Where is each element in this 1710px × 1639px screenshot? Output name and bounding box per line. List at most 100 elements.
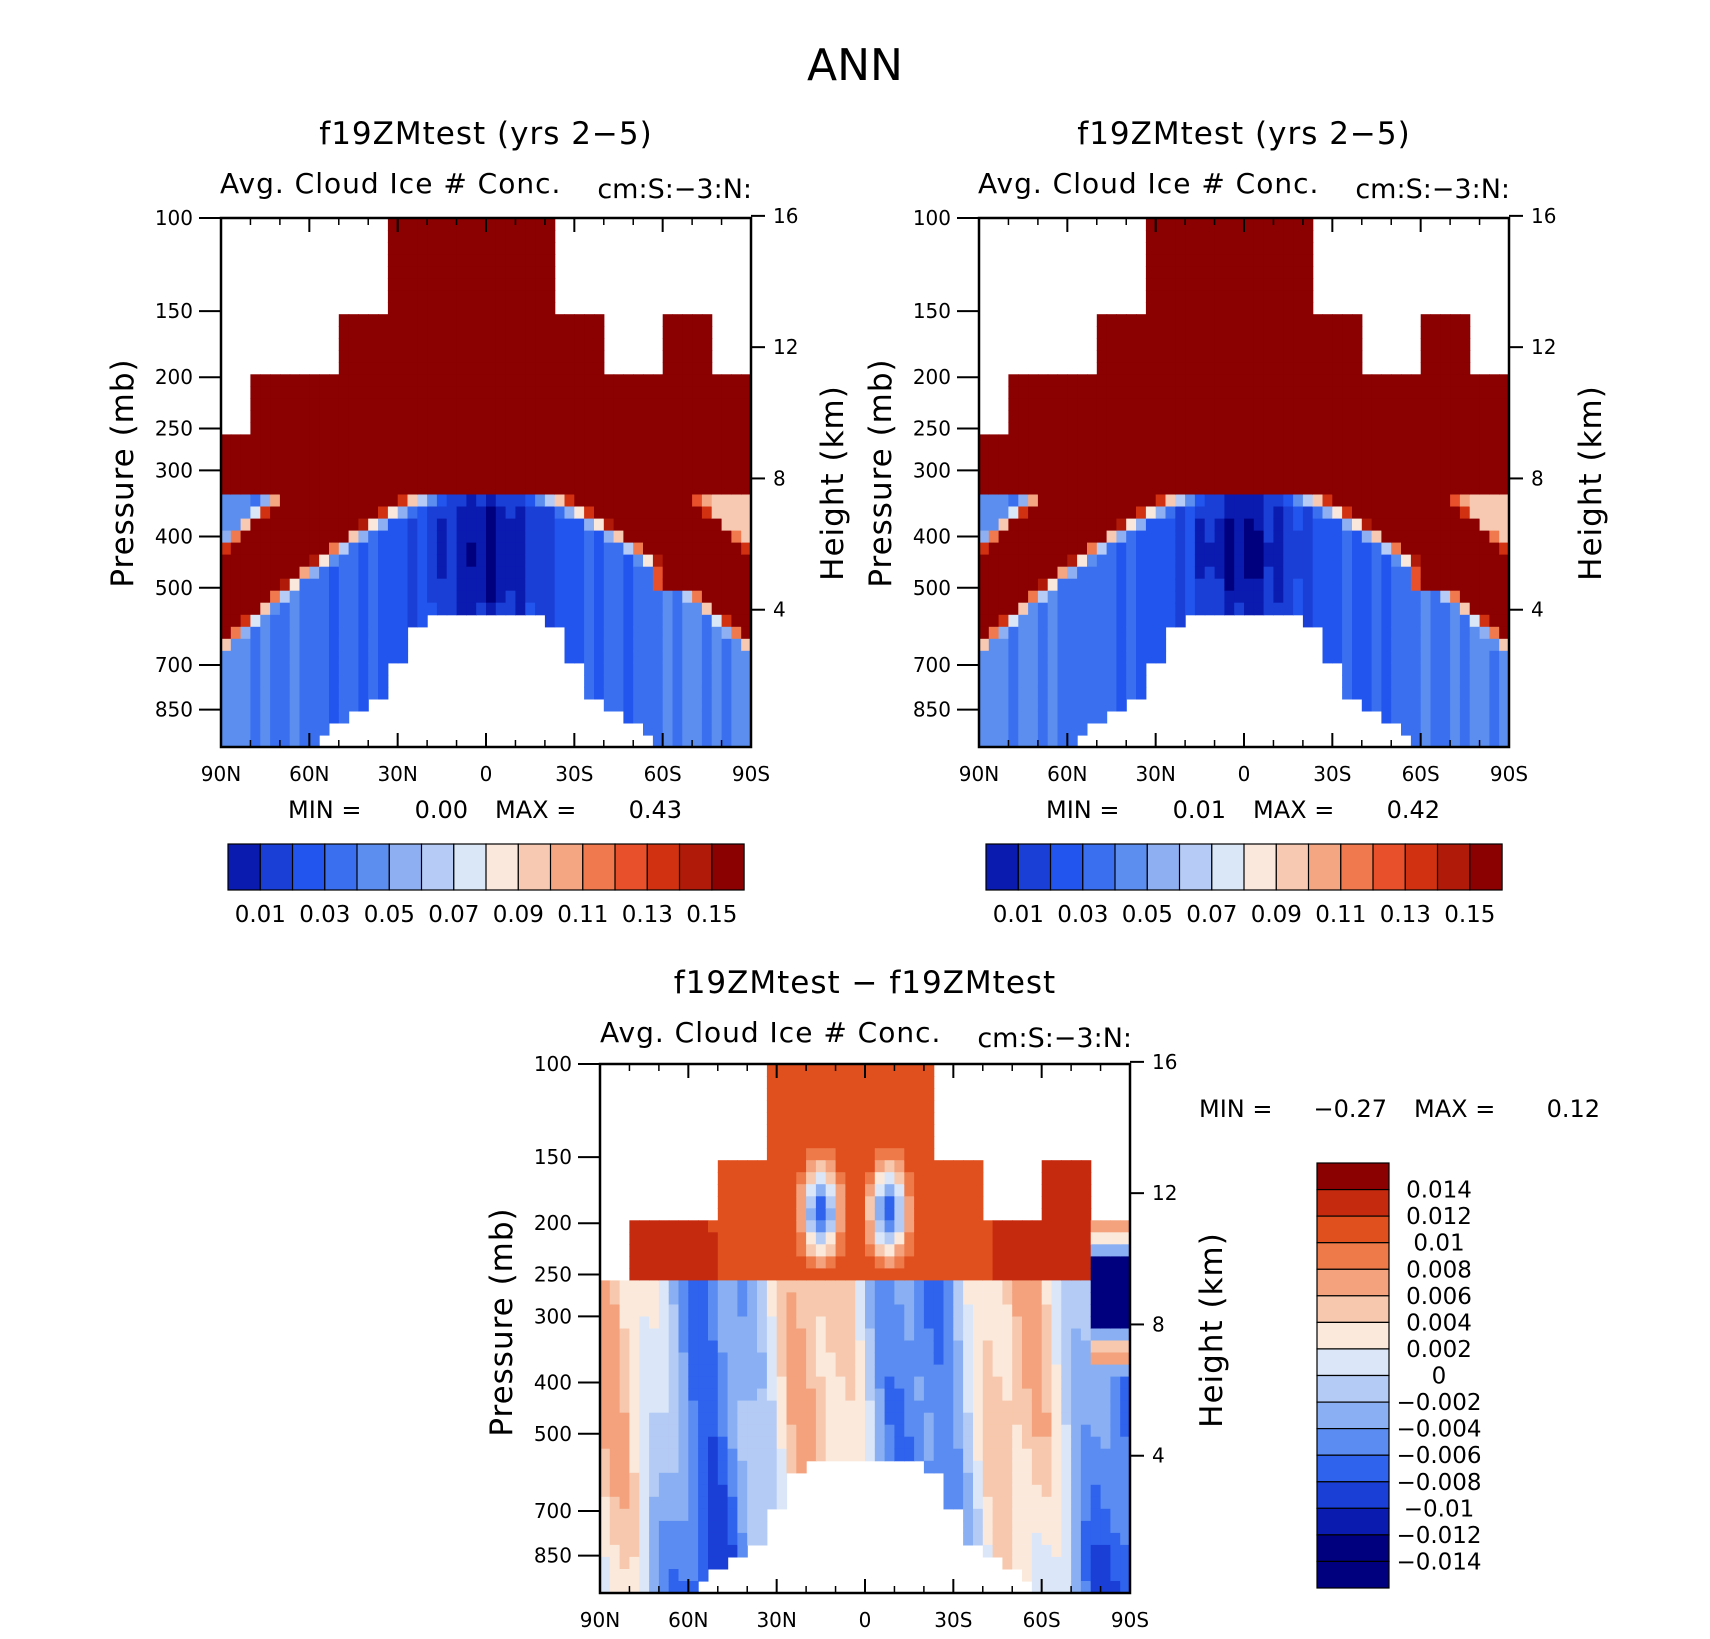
field-cell xyxy=(1479,710,1490,724)
field-cell xyxy=(250,422,261,435)
field-cell xyxy=(1136,410,1147,423)
field-cell xyxy=(1012,1328,1023,1342)
colorbar-label: 0.09 xyxy=(1251,902,1302,928)
field-cell xyxy=(1234,218,1245,231)
field-cell xyxy=(701,530,713,544)
field-cell xyxy=(692,650,703,664)
field-cell xyxy=(1234,326,1245,339)
field-cell xyxy=(825,1340,837,1354)
field-cell xyxy=(1165,266,1176,279)
field-cell xyxy=(1401,710,1412,724)
field-cell xyxy=(855,1376,866,1390)
field-cell xyxy=(407,602,418,616)
field-cell xyxy=(299,446,310,459)
field-cell xyxy=(358,554,369,568)
field-cell xyxy=(358,374,369,387)
field-cell xyxy=(1381,542,1392,556)
field-cell xyxy=(874,1364,886,1378)
field-cell xyxy=(923,1292,935,1305)
field-cell xyxy=(973,1424,984,1438)
colorbar-label: 0.05 xyxy=(364,902,415,928)
panel-title: f19ZMtest (yrs 2−5) xyxy=(319,116,652,152)
field-cell xyxy=(466,482,477,496)
field-cell xyxy=(495,398,507,411)
field-cell xyxy=(1302,470,1314,484)
field-cell xyxy=(992,1340,1003,1354)
field-cell xyxy=(1352,602,1363,616)
field-cell xyxy=(319,614,330,628)
field-cell xyxy=(600,1484,611,1498)
field-cell xyxy=(505,590,516,604)
field-cell xyxy=(623,386,634,399)
field-cell xyxy=(348,566,359,580)
field-cell xyxy=(658,1256,670,1269)
field-cell xyxy=(1263,554,1274,568)
field-cell xyxy=(1469,458,1481,472)
field-cell xyxy=(1440,398,1451,411)
field-cell xyxy=(721,506,732,520)
field-cell xyxy=(574,350,585,363)
field-cell xyxy=(1008,578,1019,592)
field-cell xyxy=(368,566,379,580)
field-cell xyxy=(1499,554,1510,568)
field-cell xyxy=(279,530,291,544)
field-cell xyxy=(698,1520,709,1534)
field-cell xyxy=(1253,506,1265,520)
field-cell xyxy=(786,1244,797,1257)
field-cell xyxy=(1342,506,1353,520)
field-cell xyxy=(358,386,369,399)
field-cell xyxy=(1293,506,1304,520)
field-cell xyxy=(299,566,310,580)
field-cell xyxy=(230,650,242,664)
colorbar-swatch xyxy=(1243,843,1277,891)
field-cell xyxy=(221,434,232,447)
field-cell xyxy=(1361,506,1373,520)
field-cell xyxy=(600,1532,611,1546)
field-cell xyxy=(1499,578,1510,592)
field-cell xyxy=(1459,578,1471,592)
field-cell xyxy=(407,434,418,447)
field-cell xyxy=(786,1184,797,1197)
field-cell xyxy=(845,1304,856,1318)
field-cell xyxy=(982,1292,994,1305)
field-cell xyxy=(486,362,497,375)
field-cell xyxy=(1194,230,1206,243)
field-cell xyxy=(884,1424,895,1438)
field-cell xyxy=(1037,374,1049,387)
field-cell xyxy=(963,1316,974,1330)
field-cell xyxy=(329,602,340,616)
field-cell xyxy=(584,602,595,616)
field-cell xyxy=(623,710,634,724)
field-cell xyxy=(629,1244,640,1257)
field-cell xyxy=(1371,650,1382,664)
field-cell xyxy=(806,1268,817,1281)
field-cell xyxy=(397,446,409,459)
field-cell xyxy=(240,518,251,532)
field-cell xyxy=(436,350,448,363)
field-cell xyxy=(992,1520,1003,1534)
field-cell xyxy=(933,1196,945,1209)
field-cell xyxy=(319,723,330,736)
field-cell xyxy=(544,614,556,628)
field-cell xyxy=(1312,338,1324,351)
field-cell xyxy=(525,590,536,604)
field-cell xyxy=(717,1160,729,1173)
field-cell xyxy=(874,1196,886,1209)
field-cell xyxy=(757,1400,768,1414)
field-cell xyxy=(600,1400,611,1414)
field-cell xyxy=(1342,398,1353,411)
field-cell xyxy=(1332,578,1343,592)
field-cell xyxy=(1224,350,1235,363)
field-cell xyxy=(1332,494,1343,508)
field-cell xyxy=(1037,422,1049,435)
field-cell xyxy=(1136,542,1147,556)
field-cell xyxy=(1067,638,1078,652)
field-cell xyxy=(279,398,291,411)
field-cell xyxy=(717,1244,729,1257)
field-cell xyxy=(786,1160,797,1173)
field-cell xyxy=(629,1556,640,1570)
field-cell xyxy=(1194,350,1206,363)
field-cell xyxy=(1430,338,1441,351)
field-cell xyxy=(387,554,399,568)
field-cell xyxy=(515,566,526,580)
